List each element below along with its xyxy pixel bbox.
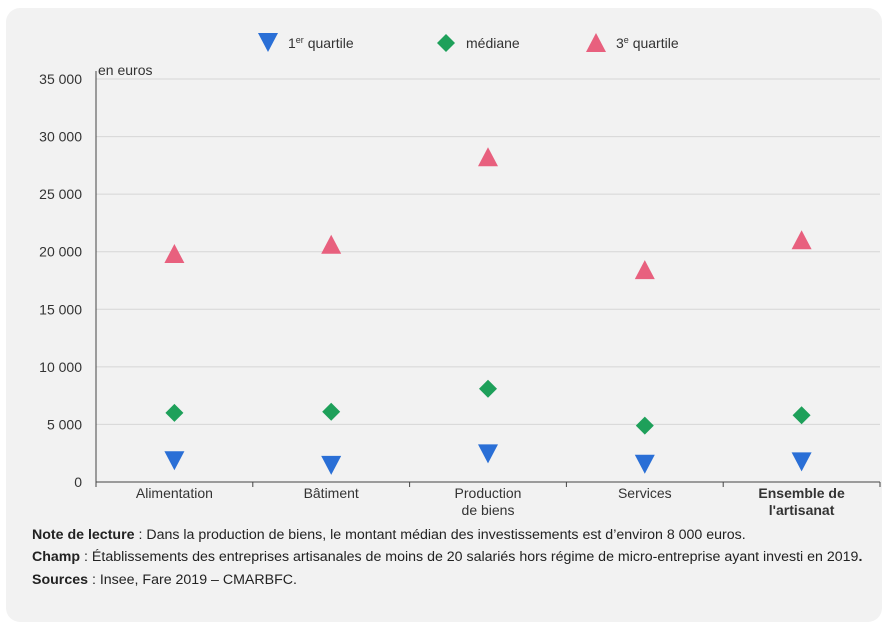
x-tick-labels: Alimentation Bâtiment Production de biens Se… <box>136 485 845 518</box>
y-tick-label: 25 000 <box>39 186 82 202</box>
reading-note-text: : Dans la production de biens, le montan… <box>134 527 746 543</box>
y-axis-label: en euros <box>98 62 152 78</box>
reading-note: Note de lecture : Dans la production de … <box>32 524 878 546</box>
scope-note-end: . <box>858 549 863 566</box>
legend-label-rest: quartile <box>304 35 354 51</box>
legend-label: 3e quartile <box>616 35 679 51</box>
data-point-triangle-down <box>791 452 812 472</box>
legend-label-main: 3 <box>616 35 624 51</box>
data-point-diamond <box>165 403 184 422</box>
data-point-triangle-up <box>478 147 498 167</box>
x-tick-label-line: Production <box>455 485 522 501</box>
legend-label: médiane <box>466 35 520 51</box>
data-point-triangle-up <box>791 230 812 250</box>
x-tick-label-line: Services <box>618 485 672 501</box>
x-tick-label-line: de biens <box>462 502 515 518</box>
legend-marker-triangle-up <box>586 33 606 52</box>
gridlines <box>96 78 880 425</box>
x-tick-label: Ensemble de l'artisanat <box>758 485 845 518</box>
data-point-triangle-down <box>321 455 342 475</box>
legend-marker-diamond <box>437 34 455 52</box>
y-tick-label: 15 000 <box>39 301 82 317</box>
data-point-triangle-down <box>478 444 498 464</box>
y-tick-label: 30 000 <box>39 129 82 145</box>
legend-label-main: 1 <box>288 35 296 51</box>
sources-note-text: : Insee, Fare 2019 – CMARBFC. <box>88 571 297 588</box>
reading-note-label: Note de lecture <box>32 527 135 543</box>
data-point-diamond <box>479 379 497 398</box>
legend-label-rest: quartile <box>629 35 679 51</box>
axes <box>95 71 881 487</box>
legend-label-superscript: er <box>296 35 304 45</box>
y-tick-labels: 0 5 000 10 000 15 000 20 000 25 000 30 000 35 0… <box>39 71 82 490</box>
data-point-diamond <box>635 416 654 435</box>
x-tick-label: Services <box>618 485 672 501</box>
y-tick-label: 0 <box>74 474 82 490</box>
data-point-triangle-up <box>321 234 342 254</box>
chart-panel <box>6 8 882 622</box>
data-point-triangle-down <box>164 451 185 471</box>
y-tick-label: 10 000 <box>39 359 82 375</box>
data-point-triangle-up <box>634 260 655 280</box>
x-tick-label-line: Alimentation <box>136 485 213 501</box>
y-tick-label: 20 000 <box>39 244 82 260</box>
legend-label-main: médiane <box>466 35 520 51</box>
scope-note-text: : Établissements des entreprises artisan… <box>80 549 859 566</box>
data-point-triangle-down <box>634 454 655 474</box>
x-tick-label-line: Bâtiment <box>304 485 359 501</box>
sources-note: Sources : Insee, Fare 2019 – CMARBFC. <box>32 569 878 591</box>
x-tick-label: Production de biens <box>455 485 522 518</box>
y-tick-label: 5 000 <box>47 416 82 432</box>
legend: 1er quartile médiane 3e quartile <box>258 33 679 52</box>
data-point-diamond <box>792 406 811 425</box>
scope-note-label: Champ <box>32 549 81 566</box>
x-tick-label: Alimentation <box>136 485 213 501</box>
scope-note: Champ : Établissements des entreprises a… <box>32 546 878 568</box>
legend-label-superscript: e <box>624 35 629 45</box>
data-markers <box>164 147 812 475</box>
legend-label: 1er quartile <box>288 35 354 51</box>
x-tick-label-line: l'artisanat <box>769 502 835 518</box>
data-point-triangle-up <box>164 244 185 264</box>
x-tick-label-line: Ensemble de <box>758 485 845 501</box>
y-tick-label: 35 000 <box>39 71 82 87</box>
chart-notes: Note de lecture : Dans la production de … <box>32 524 878 591</box>
data-point-diamond <box>322 402 341 421</box>
sources-note-label: Sources <box>32 571 88 588</box>
x-tick-label: Bâtiment <box>304 485 359 501</box>
legend-marker-triangle-down <box>258 33 278 52</box>
